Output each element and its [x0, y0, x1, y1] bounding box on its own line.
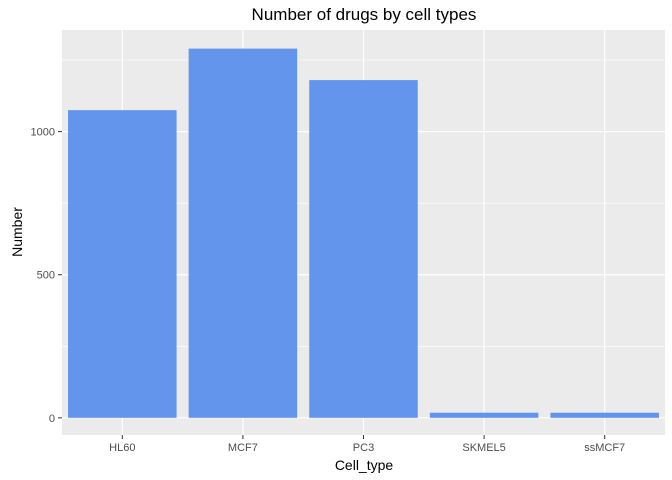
bar-skmel5 [429, 412, 539, 418]
y-tick-label: 500 [37, 270, 55, 282]
x-ticks: HL60 MCF7 PC3 SKMEL5 ssMCF7 [109, 435, 625, 454]
bar-ssmcf7 [550, 412, 659, 418]
y-tick-label: 1000 [31, 127, 55, 139]
bar-hl60 [68, 110, 177, 418]
y-tick-label: 0 [49, 413, 55, 425]
x-axis-title: Cell_type [335, 457, 394, 473]
x-tick-label: SKMEL5 [462, 442, 505, 454]
y-axis-title: Number [9, 207, 25, 257]
bar-mcf7 [188, 48, 298, 418]
chart-title: Number of drugs by cell types [252, 5, 477, 24]
x-tick-label: ssMCF7 [584, 442, 625, 454]
x-tick-label: HL60 [109, 442, 135, 454]
y-ticks: 0 500 1000 [31, 127, 62, 425]
x-tick-label: MCF7 [228, 442, 258, 454]
bars [68, 48, 659, 418]
x-tick-label: PC3 [353, 442, 374, 454]
bar-pc3 [309, 80, 418, 418]
